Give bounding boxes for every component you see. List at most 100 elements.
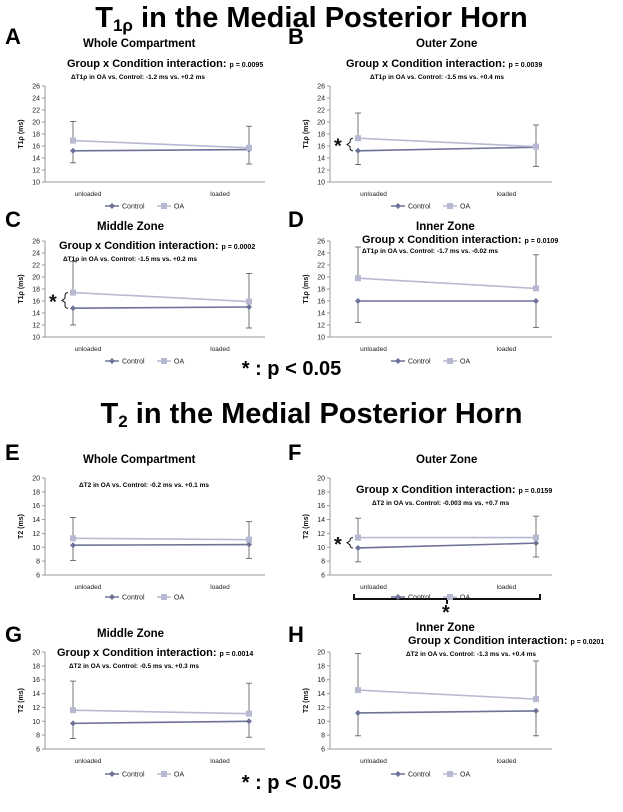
- interaction-label: Group x Condition interaction:: [408, 635, 571, 647]
- control-point: [355, 147, 361, 154]
- significance-brace: [346, 537, 354, 549]
- delta-annotation: ΔT2 in OA vs. Control: -0.003 ms vs. +0.…: [372, 500, 510, 507]
- panel-letter: B: [288, 24, 304, 49]
- oa-point: [246, 298, 252, 305]
- y-tick-label: 10: [317, 180, 325, 187]
- panel-letter: A: [5, 24, 21, 49]
- significance-note: * : p < 0.05: [241, 772, 342, 794]
- legend-oa-marker: [447, 771, 453, 777]
- legend-oa-marker: [447, 358, 453, 364]
- oa-point: [355, 687, 361, 694]
- significance-star: *: [49, 291, 57, 313]
- control-point: [533, 707, 539, 714]
- oa-point: [533, 534, 539, 541]
- x-tick-label: loaded: [210, 584, 230, 591]
- plot-svg: 10 12 14 16 18 20 22 24 26 T1ρ (ms) unloaded loaded…: [303, 84, 552, 211]
- x-tick-label: unloaded: [360, 346, 387, 353]
- y-tick-label: 16: [317, 144, 325, 151]
- legend-control-label: Control: [408, 359, 431, 366]
- plot-svg: 6 8 10 12 14 16 18 20 T2 (ms) unloaded loaded Contr…: [18, 650, 265, 779]
- y-tick-label: 24: [317, 251, 325, 258]
- y-tick-label: 22: [317, 108, 325, 115]
- y-tick-label: 6: [36, 747, 40, 754]
- y-tick-label: 24: [32, 96, 40, 103]
- legend-control-label: Control: [122, 595, 145, 602]
- x-tick-label: unloaded: [75, 584, 102, 591]
- p-value: p = 0.0014: [219, 651, 254, 658]
- y-tick-label: 8: [36, 559, 40, 566]
- y-tick-label: 18: [32, 489, 40, 496]
- legend-control-marker: [109, 203, 115, 209]
- legend-oa-marker: [161, 594, 167, 600]
- y-axis-label: T2 (ms): [18, 514, 25, 539]
- control-point: [246, 541, 252, 548]
- oa-series-line: [72, 537, 250, 541]
- y-tick-label: 16: [32, 503, 40, 510]
- section-title-main: T: [100, 398, 119, 430]
- control-point: [533, 540, 539, 547]
- y-tick-label: 14: [32, 691, 40, 698]
- significance-star: *: [334, 534, 342, 556]
- y-axis-label: T2 (ms): [303, 688, 310, 713]
- legend-oa-marker: [447, 594, 453, 600]
- delta-annotation: ΔT2 in OA vs. Control: -1.3 ms vs. +0.4 …: [406, 651, 536, 658]
- p-value: p = 0.0039: [508, 62, 543, 69]
- plot-svg: 10 12 14 16 18 20 22 24 26 T1ρ (ms) unloaded loaded…: [18, 239, 265, 366]
- y-tick-label: 18: [317, 132, 325, 139]
- y-tick-label: 14: [32, 311, 40, 318]
- interaction-label: Group x Condition interaction:: [59, 240, 222, 252]
- x-tick-label: unloaded: [75, 758, 102, 765]
- chart-title: Whole Compartment: [83, 454, 196, 466]
- legend-control-marker: [395, 358, 401, 364]
- y-tick-label: 10: [32, 719, 40, 726]
- p-value: p = 0.0159: [518, 488, 553, 495]
- plot-svg: 6 8 10 12 14 16 18 20 T2 (ms) unloaded loaded Contr…: [303, 650, 552, 779]
- chart-panel-d: D Inner Zone Group x Condition interaction…: [288, 207, 578, 397]
- y-tick-label: 14: [32, 156, 40, 163]
- panel-letter: G: [5, 622, 23, 647]
- chart-panel-a: A Whole Compartment Group x Condition inte…: [5, 24, 295, 214]
- y-tick-label: 20: [32, 120, 40, 127]
- panel-letter: F: [288, 440, 302, 465]
- interaction-stat: Group x Condition interaction: p = 0.020…: [408, 635, 604, 647]
- x-tick-label: unloaded: [360, 758, 387, 765]
- significance-star: *: [442, 602, 450, 624]
- legend-oa-marker: [161, 358, 167, 364]
- legend-control-marker: [395, 594, 401, 600]
- y-tick-label: 6: [321, 573, 325, 580]
- oa-point: [533, 285, 539, 292]
- y-tick-label: 22: [32, 263, 40, 270]
- y-tick-label: 12: [32, 531, 40, 538]
- y-tick-label: 20: [317, 275, 325, 282]
- y-tick-label: 24: [317, 96, 325, 103]
- y-tick-label: 18: [32, 663, 40, 670]
- control-point: [70, 542, 76, 549]
- y-tick-label: 16: [317, 677, 325, 684]
- oa-series-line: [357, 277, 537, 290]
- legend-oa-label: OA: [460, 595, 470, 602]
- significance-brace: [61, 292, 69, 309]
- delta-annotation: ΔT2 in OA vs. Control: -0.5 ms vs. +0.3 …: [69, 663, 199, 670]
- interaction-stat: Group x Condition interaction: p = 0.001…: [57, 647, 253, 659]
- x-tick-label: loaded: [497, 584, 517, 591]
- chart-title: Inner Zone: [416, 622, 475, 634]
- interaction-stat: Group x Condition interaction: p = 0.010…: [362, 234, 558, 246]
- chart-panel-b: B Outer Zone Group x Condition interaction…: [288, 24, 578, 214]
- delta-annotation: ΔT2 in OA vs. Control: -0.2 ms vs. +0.1 …: [79, 482, 209, 489]
- interaction-stat: Group x Condition interaction: p = 0.009…: [67, 58, 263, 70]
- section-title-main: T: [95, 2, 113, 34]
- section-title-t2: T2 in the Medial Posterior Horn: [0, 398, 623, 432]
- panel-letter: E: [5, 440, 20, 465]
- y-tick-label: 20: [32, 275, 40, 282]
- section-title-t1rho: T1ρ in the Medial Posterior Horn: [0, 2, 623, 36]
- y-tick-label: 18: [32, 132, 40, 139]
- control-point: [355, 298, 361, 304]
- plot-svg: 6 8 10 12 14 16 18 20 T2 (ms) unloaded loaded * * Con…: [303, 476, 552, 624]
- x-tick-label: loaded: [497, 758, 517, 765]
- y-tick-label: 6: [36, 573, 40, 580]
- panel-letter: C: [5, 207, 21, 232]
- y-tick-label: 16: [317, 503, 325, 510]
- interaction-label: Group x Condition interaction:: [57, 647, 220, 659]
- interaction-label: Group x Condition interaction:: [356, 484, 519, 496]
- chart-panel-g: G Middle Zone Group x Condition interactio…: [5, 622, 295, 812]
